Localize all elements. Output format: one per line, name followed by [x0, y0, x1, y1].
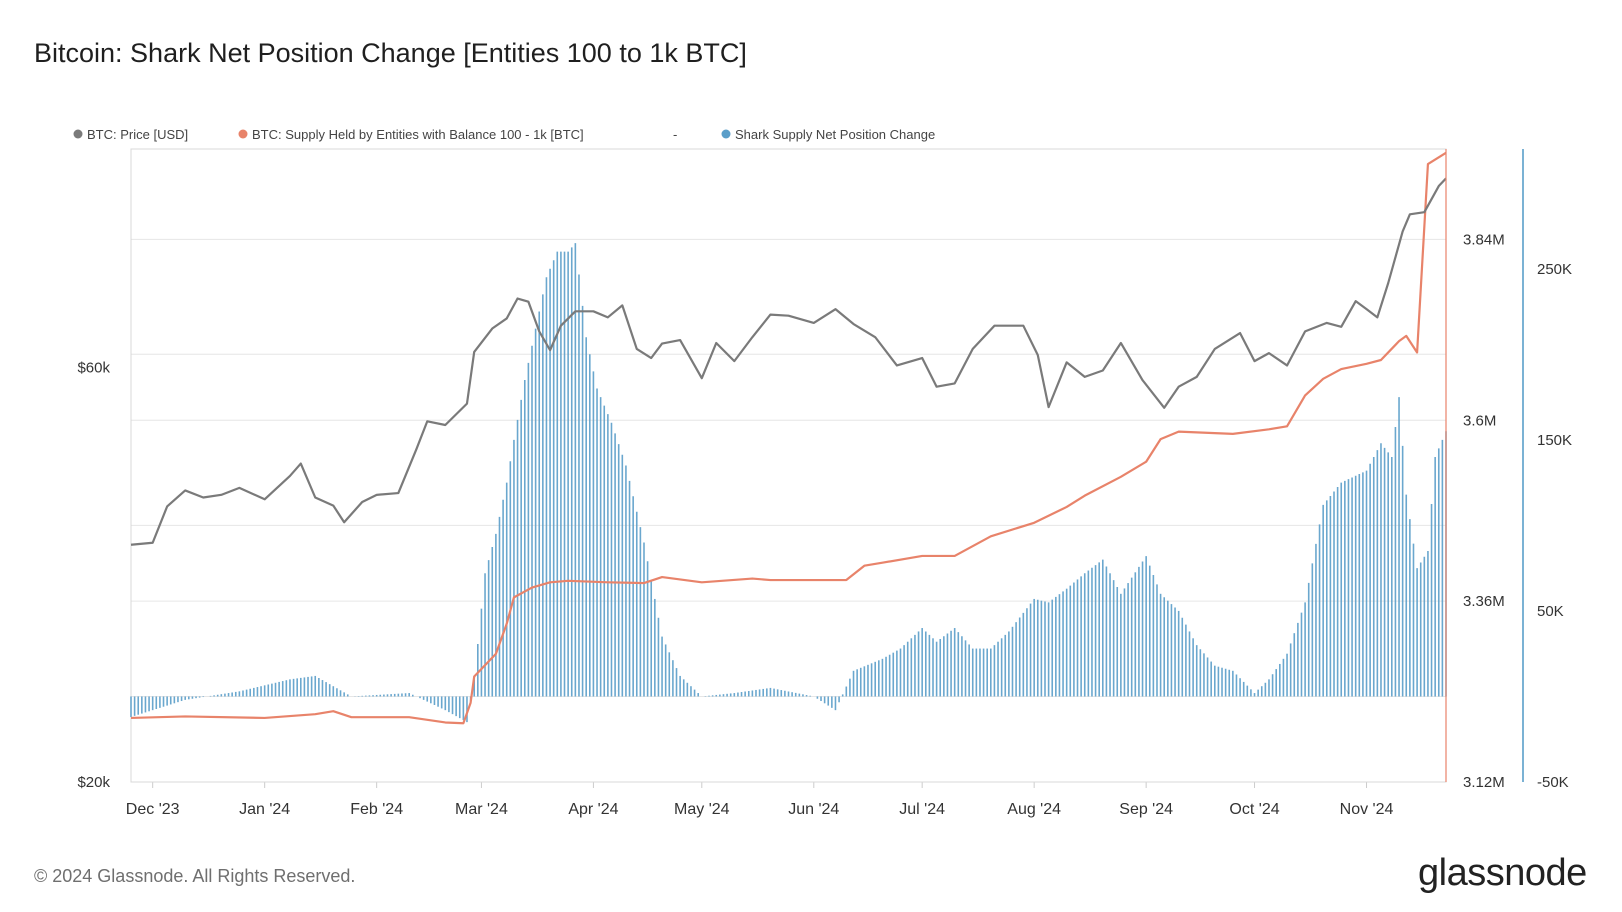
x-axis-tick-label: Sep '24 — [1119, 801, 1173, 818]
x-axis-tick-label: Nov '24 — [1340, 801, 1394, 818]
supply-line — [130, 151, 1447, 725]
netpos-axis-tick-label: 250K — [1537, 261, 1572, 278]
legend-marker — [73, 129, 83, 139]
netpos-axis-tick-label: -50K — [1537, 774, 1569, 791]
x-axis-tick-label: Jan '24 — [239, 801, 290, 818]
legend-label: BTC: Price [USD] — [87, 127, 188, 142]
chart-title: Bitcoin: Shark Net Position Change [Enti… — [34, 38, 747, 68]
x-axis-tick-label: Mar '24 — [455, 801, 508, 818]
legend-label: BTC: Supply Held by Entities with Balanc… — [252, 127, 584, 142]
price-axis-tick-label: $20k — [77, 774, 110, 791]
legend-label: - — [673, 127, 677, 142]
x-axis-tick-label: Jul '24 — [899, 801, 945, 818]
glassnode-logo: glassnode — [1418, 852, 1587, 894]
legend-label: Shark Supply Net Position Change — [735, 127, 935, 142]
supply-axis-tick-label: 3.36M — [1463, 593, 1505, 610]
x-axis-tick-label: Dec '23 — [126, 801, 180, 818]
supply-axis-tick-label: 3.6M — [1463, 412, 1496, 429]
price-line — [130, 177, 1447, 546]
x-axis-tick-label: Feb '24 — [350, 801, 403, 818]
legend: BTC: Price [USD] BTC: Supply Held by Enti… — [73, 127, 935, 142]
x-axis-tick-label: Oct '24 — [1229, 801, 1279, 818]
axes: $60k $20k 3.84M 3.6M 3.36M 3.12M 250K 150K 50K -5… — [77, 149, 1572, 818]
legend-marker — [238, 129, 248, 139]
grid-lines — [131, 238, 1446, 788]
legend-marker — [721, 129, 731, 139]
netpos-axis-tick-label: 150K — [1537, 432, 1572, 449]
x-axis-tick-label: Aug '24 — [1007, 801, 1061, 818]
supply-axis-tick-label: 3.12M — [1463, 774, 1505, 791]
plot-frame — [130, 148, 1447, 783]
price-axis-tick-label: $60k — [77, 359, 110, 376]
netpos-axis-tick-label: 50K — [1537, 603, 1564, 620]
copyright-text: © 2024 Glassnode. All Rights Reserved. — [34, 866, 356, 886]
x-axis-tick-label: May '24 — [674, 801, 730, 818]
supply-axis-tick-label: 3.84M — [1463, 231, 1505, 248]
x-axis-tick-label: Jun '24 — [788, 801, 839, 818]
x-axis-tick-label: Apr '24 — [568, 801, 618, 818]
series-lines — [130, 151, 1447, 725]
